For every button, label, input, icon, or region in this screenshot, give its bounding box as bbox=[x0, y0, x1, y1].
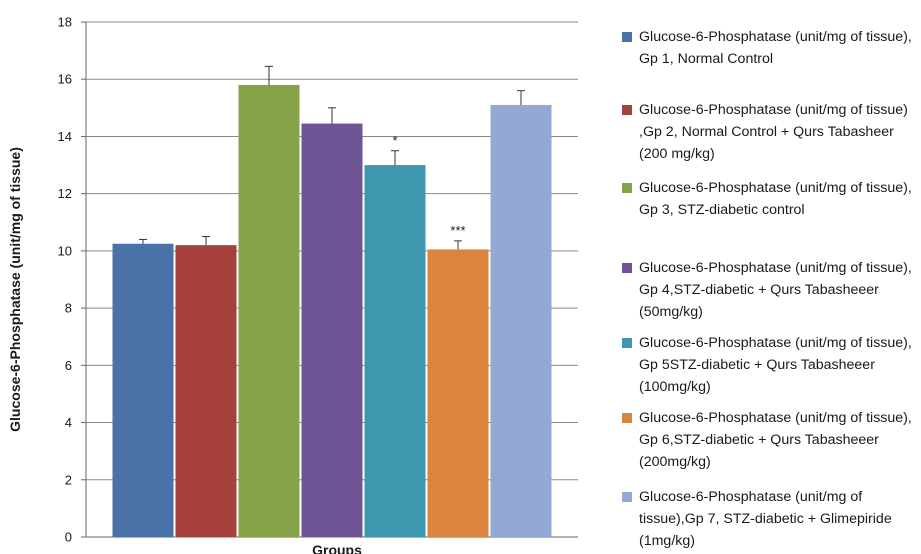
x-axis-title: Groups bbox=[312, 542, 362, 554]
y-tick-label: 8 bbox=[65, 301, 72, 316]
legend-label: Glucose-6-Phosphatase (unit/mg of tissue… bbox=[639, 335, 912, 395]
bar-gp3 bbox=[238, 84, 300, 537]
bar-gp4 bbox=[301, 123, 363, 537]
legend-label: Glucose-6-Phosphatase (unit/mg of tissue… bbox=[639, 489, 892, 549]
legend-item-gp7: Glucose-6-Phosphatase (unit/mg of tissue… bbox=[622, 486, 918, 552]
y-tick-label: 14 bbox=[58, 129, 72, 144]
bar-gp5 bbox=[364, 165, 426, 538]
legend-item-gp3: Glucose-6-Phosphatase (unit/mg of tissue… bbox=[622, 177, 918, 221]
legend-swatch bbox=[622, 32, 632, 42]
y-tick-label: 0 bbox=[65, 530, 72, 545]
y-tick-label: 12 bbox=[58, 186, 72, 201]
legend-label: Glucose-6-Phosphatase (unit/mg of tissue… bbox=[639, 260, 912, 320]
y-tick-label: 18 bbox=[58, 15, 72, 30]
y-tick-label: 16 bbox=[58, 72, 72, 87]
y-tick-label: 6 bbox=[65, 358, 72, 373]
legend-item-gp5: Glucose-6-Phosphatase (unit/mg of tissue… bbox=[622, 332, 918, 398]
significance-label-gp5: * bbox=[392, 133, 397, 148]
significance-label-gp6: *** bbox=[450, 223, 465, 238]
legend-label: Glucose-6-Phosphatase (unit/mg of tissue… bbox=[639, 410, 912, 470]
legend-swatch bbox=[622, 492, 632, 502]
bar-gp7 bbox=[490, 104, 552, 537]
legend-item-gp2: Glucose-6-Phosphatase (unit/mg of tissue… bbox=[622, 99, 918, 165]
legend-swatch bbox=[622, 413, 632, 423]
y-tick-label: 10 bbox=[58, 243, 72, 258]
y-tick-label: 2 bbox=[65, 472, 72, 487]
y-tick-label: 4 bbox=[65, 415, 72, 430]
legend-swatch bbox=[622, 263, 632, 273]
legend-swatch bbox=[622, 338, 632, 348]
legend-swatch bbox=[622, 105, 632, 115]
legend-swatch bbox=[622, 183, 632, 193]
y-axis-title: Glucose-6-Phosphatase (unit/mg of tissue… bbox=[7, 147, 23, 432]
bar-gp1 bbox=[112, 243, 174, 537]
bar-gp6 bbox=[427, 249, 489, 538]
legend-item-gp1: Glucose-6-Phosphatase (unit/mg of tissue… bbox=[622, 26, 918, 70]
legend-item-gp6: Glucose-6-Phosphatase (unit/mg of tissue… bbox=[622, 407, 918, 473]
legend-label: Glucose-6-Phosphatase (unit/mg of tissue… bbox=[639, 180, 912, 218]
bar-gp2 bbox=[175, 245, 237, 537]
legend-label: Glucose-6-Phosphatase (unit/mg of tissue… bbox=[639, 102, 908, 162]
legend-label: Glucose-6-Phosphatase (unit/mg of tissue… bbox=[639, 29, 912, 67]
legend-item-gp4: Glucose-6-Phosphatase (unit/mg of tissue… bbox=[622, 257, 918, 323]
